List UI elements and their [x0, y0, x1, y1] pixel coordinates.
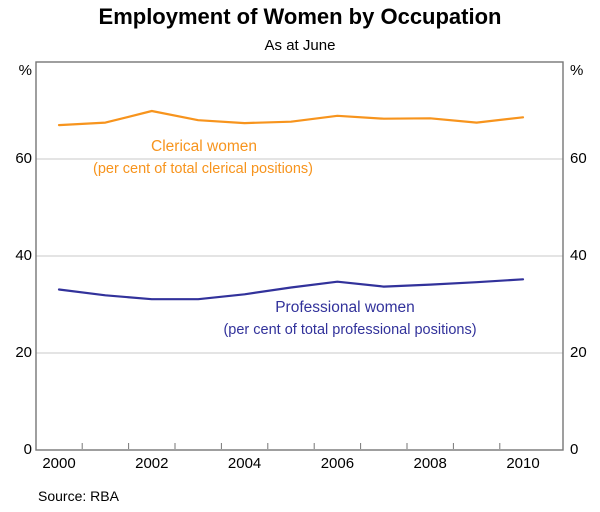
- source-note: Source: RBA: [38, 488, 119, 504]
- x-axis-label-2008: 2008: [413, 455, 447, 472]
- x-axis-label-2004: 2004: [227, 455, 262, 472]
- x-axis-ticks: [81, 443, 501, 449]
- gridlines: [36, 158, 563, 354]
- frame-rect: [35, 61, 564, 451]
- y-axis-label-right-60: 60: [570, 150, 587, 167]
- x-axis-label-2006: 2006: [320, 455, 355, 472]
- series-line-0: [57, 109, 525, 127]
- professional-series-label: Professional women: [275, 299, 415, 316]
- y-axis-label-left-20: 20: [15, 344, 32, 361]
- series-line-1: [57, 278, 525, 301]
- clerical-series-label: Clerical women: [151, 138, 257, 155]
- x-axis-label-2002: 2002: [135, 455, 169, 472]
- y-axis-label-right-40: 40: [570, 247, 587, 264]
- clerical-series-annotation: (per cent of total clerical positions): [92, 161, 314, 177]
- y-axis-unit-right: %: [570, 62, 584, 79]
- y-axis-label-right-0: 0: [570, 441, 579, 458]
- x-axis-label-2010: 2010: [506, 455, 540, 472]
- x-axis-label-2000: 2000: [42, 455, 76, 472]
- y-axis-label-left-60: 60: [15, 150, 32, 167]
- chart-title: Employment of Women by Occupation: [98, 4, 502, 29]
- y-axis-label-right-20: 20: [570, 344, 587, 361]
- y-axis-unit-left: %: [18, 62, 32, 79]
- y-axis-label-left-0: 0: [23, 441, 32, 458]
- chart-subtitle: As at June: [264, 37, 336, 54]
- plot-frame: [35, 61, 564, 451]
- professional-series-annotation: (per cent of total professional position…: [223, 322, 477, 338]
- series-lines: [57, 109, 525, 301]
- y-axis-label-left-40: 40: [15, 247, 32, 264]
